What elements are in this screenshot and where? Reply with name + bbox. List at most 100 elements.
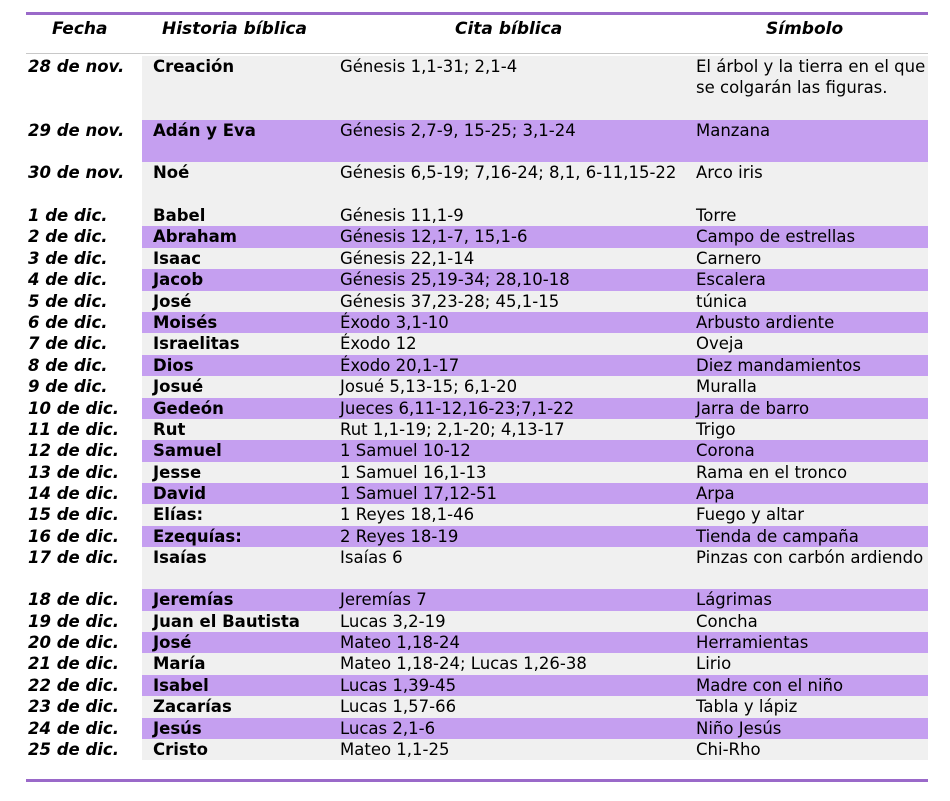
row-date: 17 de dic.: [26, 547, 142, 590]
row-symbol: túnica: [694, 290, 928, 312]
row-symbol: Corona: [694, 440, 928, 462]
row-story-text: Jeremías: [153, 590, 234, 610]
row-date: 15 de dic.: [26, 504, 142, 526]
row-citation-text: Jeremías 7: [340, 590, 427, 610]
row-citation: Génesis 6,5-19; 7,16-24; 8,1, 6-11,15-22: [338, 162, 694, 205]
row-date-text: 19 de dic.: [28, 611, 119, 631]
row-citation: Rut 1,1-19; 2,1-20; 4,13-17: [338, 418, 694, 441]
table-row: 25 de dic. Cristo Mateo 1,1-25 Chi-Rho: [26, 738, 928, 761]
row-symbol-text: Muralla: [696, 377, 757, 397]
row-citation-text: Mateo 1,18-24: [340, 633, 460, 653]
row-citation: 1 Samuel 17,12-51: [338, 483, 694, 505]
row-citation-text: Jueces 6,11-12,16-23;7,1-22: [340, 398, 575, 418]
row-date: 20 de dic.: [26, 632, 142, 654]
row-citation: Éxodo 3,1-10: [338, 311, 694, 334]
row-symbol: Niño Jesús: [694, 717, 928, 739]
row-citation: Génesis 37,23-28; 45,1-15: [338, 290, 694, 312]
table-bottom-border: [26, 779, 928, 782]
row-story: Isabel: [142, 674, 338, 697]
row-date-text: 25 de dic.: [28, 739, 119, 759]
row-story: Jeremías: [142, 589, 338, 611]
row-symbol: Pinzas con carbón ardiendo: [694, 547, 928, 590]
row-story-text: Rut: [153, 419, 186, 439]
row-citation: Éxodo 12: [338, 333, 694, 355]
row-date: 16 de dic.: [26, 525, 142, 548]
row-symbol: Herramientas: [694, 632, 928, 654]
row-story: Elías:: [142, 504, 338, 526]
table-row: 18 de dic. Jeremías Jeremías 7 Lágrimas: [26, 589, 928, 611]
row-story-text: Gedeón: [153, 398, 224, 418]
row-citation: Lucas 2,1-6: [338, 717, 694, 739]
row-date-text: 18 de dic.: [28, 590, 119, 610]
table-row: 28 de nov. Creación Génesis 1,1-31; 2,1-4 E…: [26, 56, 928, 120]
row-story: Creación: [142, 56, 338, 120]
table-top-border: [26, 12, 928, 15]
row-citation: Éxodo 20,1-17: [338, 354, 694, 377]
row-citation-text: Isaías 6: [340, 548, 403, 568]
row-story-text: José: [153, 633, 192, 653]
row-date: 8 de dic.: [26, 354, 142, 377]
row-story: Gedeón: [142, 397, 338, 419]
table-row: 22 de dic. Isabel Lucas 1,39-45 Madre con e…: [26, 674, 928, 697]
row-date-text: 28 de nov.: [28, 57, 125, 76]
row-symbol: Diez mandamientos: [694, 354, 928, 377]
row-symbol: Muralla: [694, 376, 928, 398]
row-citation: 2 Reyes 18-19: [338, 525, 694, 548]
row-symbol: Rama en el tronco: [694, 461, 928, 484]
row-date: 7 de dic.: [26, 333, 142, 355]
row-story-text: Cristo: [153, 739, 208, 759]
table-row: 4 de dic. Jacob Génesis 25,19-34; 28,10-18…: [26, 269, 928, 291]
row-citation-text: Génesis 11,1-9: [340, 206, 464, 225]
row-story-text: Isaías: [153, 548, 207, 568]
row-date: 23 de dic.: [26, 696, 142, 718]
row-date-text: 7 de dic.: [28, 334, 108, 354]
row-date: 18 de dic.: [26, 589, 142, 611]
row-story-text: Jesse: [153, 462, 202, 482]
row-story: José: [142, 632, 338, 654]
row-story: María: [142, 653, 338, 675]
row-symbol: Carnero: [694, 247, 928, 270]
row-symbol-text: Corona: [696, 441, 755, 461]
row-date: 22 de dic.: [26, 674, 142, 697]
table-row: 21 de dic. María Mateo 1,18-24; Lucas 1,26…: [26, 653, 928, 675]
row-symbol-text: Arco iris: [696, 163, 763, 182]
row-story-text: Abraham: [153, 227, 237, 247]
row-story: Babel: [142, 205, 338, 227]
row-citation-text: 2 Reyes 18-19: [340, 526, 459, 546]
row-story: Zacarías: [142, 696, 338, 718]
header-story: Historia bíblica: [162, 19, 307, 39]
row-date: 19 de dic.: [26, 610, 142, 633]
row-date-text: 22 de dic.: [28, 675, 119, 695]
row-story: Cristo: [142, 738, 338, 761]
row-story-text: Juan el Bautista: [153, 611, 300, 631]
table-row: 2 de dic. Abraham Génesis 12,1-7, 15,1-6 Ca…: [26, 226, 928, 248]
row-symbol-text: Campo de estrellas: [696, 227, 856, 247]
row-symbol-text: Trigo: [696, 419, 736, 439]
row-date: 2 de dic.: [26, 226, 142, 248]
table-row: 7 de dic. Israelitas Éxodo 12 Oveja: [26, 333, 928, 355]
row-date-text: 24 de dic.: [28, 718, 119, 738]
header-date: Fecha: [52, 19, 108, 39]
table-row: 1 de dic. Babel Génesis 11,1-9 Torre: [26, 205, 928, 227]
row-citation: Lucas 1,39-45: [338, 674, 694, 697]
row-story: Josué: [142, 376, 338, 398]
row-story: Jesse: [142, 461, 338, 484]
row-date-text: 12 de dic.: [28, 441, 119, 461]
row-story: Samuel: [142, 440, 338, 462]
row-citation: Jeremías 7: [338, 589, 694, 611]
table-row: 23 de dic. Zacarías Lucas 1,57-66 Tabla y l…: [26, 696, 928, 718]
table-row: 17 de dic. Isaías Isaías 6 Pinzas con carbó…: [26, 547, 928, 590]
row-citation-text: Éxodo 12: [340, 334, 417, 354]
row-citation-text: Lucas 1,57-66: [340, 697, 457, 717]
table-row: 14 de dic. David 1 Samuel 17,12-51 Arpa: [26, 483, 928, 505]
row-citation-text: Génesis 25,19-34; 28,10-18: [340, 270, 570, 290]
row-story-text: Ezequías:: [153, 526, 242, 546]
table-row: 8 de dic. Dios Éxodo 20,1-17 Diez mandamien…: [26, 354, 928, 377]
row-date-text: 1 de dic.: [28, 206, 108, 225]
row-citation: Génesis 1,1-31; 2,1-4: [338, 56, 694, 120]
row-citation: Génesis 12,1-7, 15,1-6: [338, 226, 694, 248]
row-date-text: 11 de dic.: [28, 419, 119, 439]
row-citation: Jueces 6,11-12,16-23;7,1-22: [338, 397, 694, 419]
row-date-text: 2 de dic.: [28, 227, 108, 247]
table-row: 12 de dic. Samuel 1 Samuel 10-12 Corona: [26, 440, 928, 462]
